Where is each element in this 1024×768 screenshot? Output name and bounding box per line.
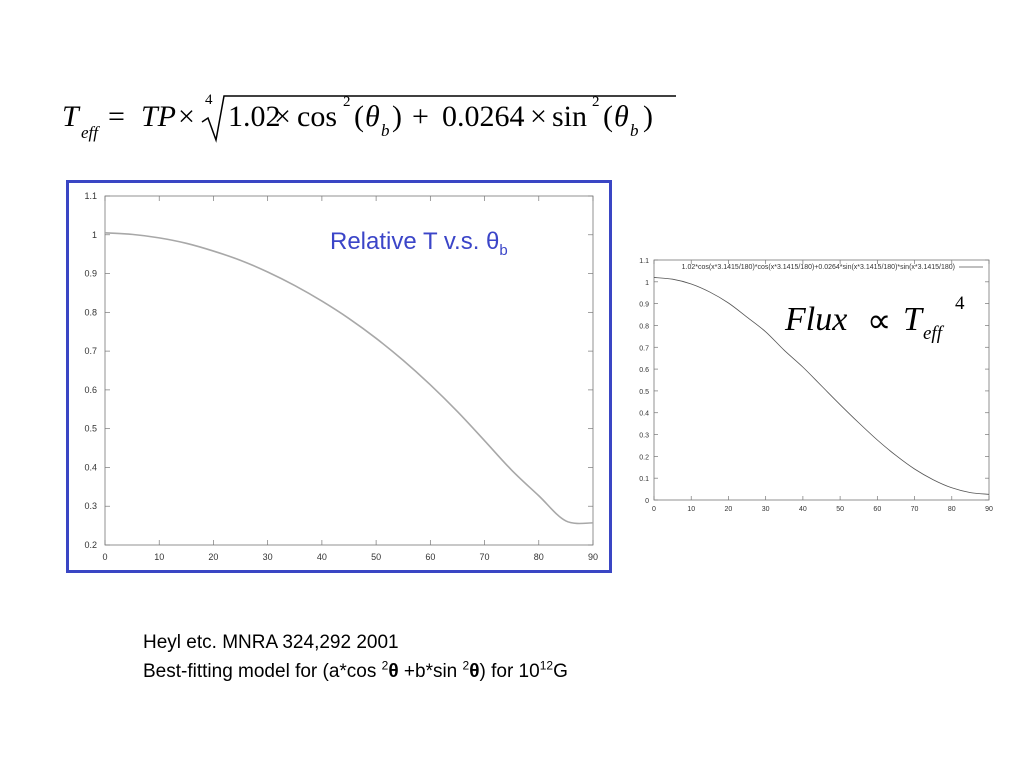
x-tick-label: 90: [588, 552, 598, 562]
y-tick-label: 0.9: [639, 302, 649, 309]
x-tick-label: 10: [687, 506, 695, 513]
caption-text-b: +b*sin: [398, 661, 463, 682]
y-tick-label: 0.5: [639, 389, 649, 396]
x-tick-label: 70: [911, 506, 919, 513]
y-tick-label: 0.9: [84, 269, 97, 279]
formula-open-paren2: (: [603, 100, 613, 133]
y-tick-label: 0.3: [84, 501, 97, 511]
x-tick-label: 80: [948, 506, 956, 513]
x-tick-label: 60: [873, 506, 881, 513]
y-tick-label: 0.8: [639, 323, 649, 330]
x-tick-label: 50: [836, 506, 844, 513]
x-tick-label: 40: [799, 506, 807, 513]
formula-eff-subscript: eff: [81, 123, 98, 142]
x-tick-label: 40: [317, 552, 327, 562]
formula-T: T: [62, 100, 79, 133]
flux-word: Flux: [785, 301, 848, 338]
caption-theta-2: θ: [469, 661, 480, 682]
x-tick-label: 80: [534, 552, 544, 562]
y-tick-label: 0.1: [639, 476, 649, 483]
y-tick-label: 0.4: [84, 462, 97, 472]
formula-times3: ×: [530, 100, 547, 133]
teff-formula: T eff = TP × 4 1.02 × cos 2 ( θ b ) + 0.…: [62, 88, 702, 148]
series-line: [104, 232, 594, 525]
x-tick-label: 10: [154, 552, 164, 562]
caption-text-d: G: [553, 661, 568, 682]
x-tick-label: 70: [480, 552, 490, 562]
legend-label: 1.02*cos(x*3.1415/180)*cos(x*3.1415/180)…: [682, 264, 955, 271]
x-tick-label: 20: [208, 552, 218, 562]
y-tick-label: 0.6: [639, 367, 649, 374]
y-tick-label: 1: [645, 280, 649, 287]
x-tick-label: 90: [985, 506, 993, 513]
formula-close-paren: ): [392, 100, 402, 133]
x-tick-label: 30: [263, 552, 273, 562]
caption: Heyl etc. MNRA 324,292 2001 Best-fitting…: [143, 628, 568, 686]
x-tick-label: 30: [762, 506, 770, 513]
relative-t-title-subscript: b: [499, 241, 508, 259]
y-tick-label: 0.2: [639, 454, 649, 461]
formula-coef2: 0.0264: [442, 100, 525, 133]
relative-t-title-text: Relative T v.s. θ: [330, 228, 500, 255]
relative-temperature-chart: 0 10 20 30 40 50 60 70 80 90 0.2 0.3 0.4 0.5 0.6 0.7 0.8…: [66, 180, 612, 573]
flux-eff-subscript: eff: [923, 323, 942, 344]
relative-temperature-plot: 0 10 20 30 40 50 60 70 80 90 0.2 0.3 0.4 0.5 0.6 0.7 0.8…: [84, 191, 598, 562]
y-tick-label: 1: [92, 230, 97, 240]
formula-theta2-b: b: [630, 121, 639, 140]
plot-frame: [653, 259, 990, 501]
formula-TP: TP: [141, 100, 177, 133]
formula-times: ×: [178, 100, 195, 133]
caption-line-2: Best-fitting model for (a*cos 2θ +b*sin …: [143, 657, 568, 686]
caption-text-a: Best-fitting model for (a*cos: [143, 661, 382, 682]
relative-t-title: Relative T v.s. θb: [330, 228, 508, 259]
proportional-symbol: ∝: [867, 303, 892, 340]
y-tick-label: 0.3: [639, 433, 649, 440]
formula-theta: θ: [365, 100, 380, 133]
formula-theta2: θ: [614, 100, 629, 133]
y-tick-label: 0.6: [84, 385, 97, 395]
y-tick-label: 0.7: [639, 345, 649, 352]
formula-sin: sin: [552, 100, 588, 133]
formula-equals: =: [108, 100, 125, 133]
flux-formula: Flux ∝ T eff 4: [785, 293, 985, 353]
formula-theta-b: b: [381, 121, 390, 140]
y-tick-label: 0: [645, 498, 649, 505]
caption-sup-2: 2: [462, 658, 470, 673]
formula-plus: +: [412, 100, 429, 133]
caption-sup-3: 12: [539, 658, 554, 673]
series-line: [653, 277, 990, 495]
flux-chart: 0 10 20 30 40 50 60 70 80 90 0 0.1 0.2 0.3 0.4 0.5 0.6 0.…: [632, 253, 998, 515]
x-tick-label: 50: [371, 552, 381, 562]
caption-theta-1: θ: [388, 661, 399, 682]
y-tick-label: 1.1: [639, 258, 649, 265]
formula-sin-square: 2: [592, 94, 600, 110]
plot-frame: [104, 195, 594, 546]
y-tick-label: 1.1: [84, 191, 97, 201]
flux-T: T: [903, 301, 922, 338]
formula-cos-square: 2: [343, 94, 351, 110]
formula-root-index: 4: [205, 92, 213, 108]
y-tick-label: 0.7: [84, 346, 97, 356]
formula-coef1: 1.02: [228, 100, 281, 133]
x-tick-label: 60: [425, 552, 435, 562]
caption-sup-1: 2: [381, 658, 389, 673]
x-tick-label: 0: [652, 506, 656, 513]
y-tick-label: 0.8: [84, 307, 97, 317]
x-tick-label: 20: [725, 506, 733, 513]
caption-text-c: ) for 10: [479, 661, 540, 682]
y-tick-label: 0.2: [84, 540, 97, 550]
formula-cos: cos: [297, 100, 337, 133]
y-tick-label: 0.4: [639, 411, 649, 418]
x-tick-label: 0: [102, 552, 107, 562]
formula-close-paren2: ): [643, 100, 653, 133]
flux-power: 4: [955, 293, 965, 314]
radical-sign-icon: [201, 95, 676, 143]
flux-plot: 0 10 20 30 40 50 60 70 80 90 0 0.1 0.2 0.3 0.4 0.5 0.6 0.…: [639, 258, 993, 513]
formula-open-paren: (: [354, 100, 364, 133]
y-tick-label: 0.5: [84, 424, 97, 434]
formula-times2: ×: [274, 100, 291, 133]
caption-line-1: Heyl etc. MNRA 324,292 2001: [143, 632, 399, 653]
